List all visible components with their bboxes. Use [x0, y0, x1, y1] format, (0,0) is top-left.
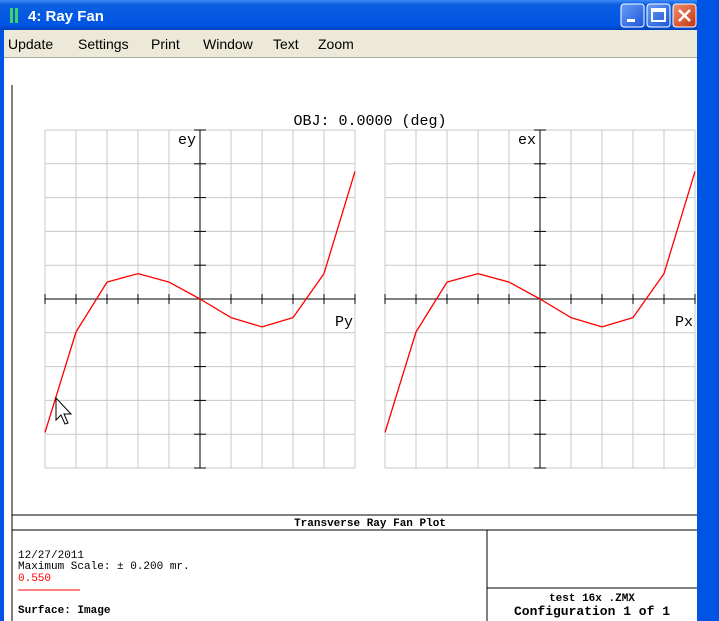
footer-file: test 16x .ZMX	[549, 593, 635, 605]
x-axis-label: Py	[335, 314, 353, 331]
window-border	[0, 30, 4, 621]
menu-item[interactable]: Zoom	[318, 36, 354, 52]
window-title: 4: Ray Fan	[28, 8, 104, 25]
menu-item[interactable]: Print	[151, 36, 180, 52]
close-button[interactable]	[672, 3, 697, 28]
footer-date: 12/27/2011	[18, 550, 84, 562]
footer-box	[12, 514, 697, 621]
plot-title: OBJ: 0.0000 (deg)	[293, 113, 446, 130]
app-icon	[15, 8, 18, 23]
footer-surface: Surface: Image	[18, 605, 111, 617]
client-area	[4, 58, 697, 621]
footer-scale: Maximum Scale: ± 0.200 mr.	[18, 561, 190, 573]
x-axis-label: Px	[675, 314, 693, 331]
maximize-button[interactable]	[646, 3, 671, 28]
footer-wavelength: 0.550	[18, 573, 51, 585]
title-bar	[0, 0, 719, 30]
menu-item[interactable]: Window	[203, 36, 254, 52]
menu-item[interactable]: Settings	[78, 36, 129, 52]
menu-item[interactable]: Update	[8, 36, 53, 52]
minimize-button[interactable]	[620, 3, 645, 28]
ray-fan-curve	[44, 171, 356, 433]
menu-separator	[4, 57, 697, 58]
footer-heading: Transverse Ray Fan Plot	[294, 518, 446, 530]
ray-fan-curve	[384, 171, 696, 433]
footer-config: Configuration 1 of 1	[514, 604, 670, 619]
y-axis-label: ey	[178, 132, 196, 149]
y-axis-label: ex	[518, 132, 536, 149]
mouse-cursor	[55, 396, 73, 425]
window-border	[697, 0, 719, 621]
menu-bar	[4, 30, 697, 57]
menu-item[interactable]: Text	[273, 36, 299, 52]
app-icon	[10, 8, 13, 23]
